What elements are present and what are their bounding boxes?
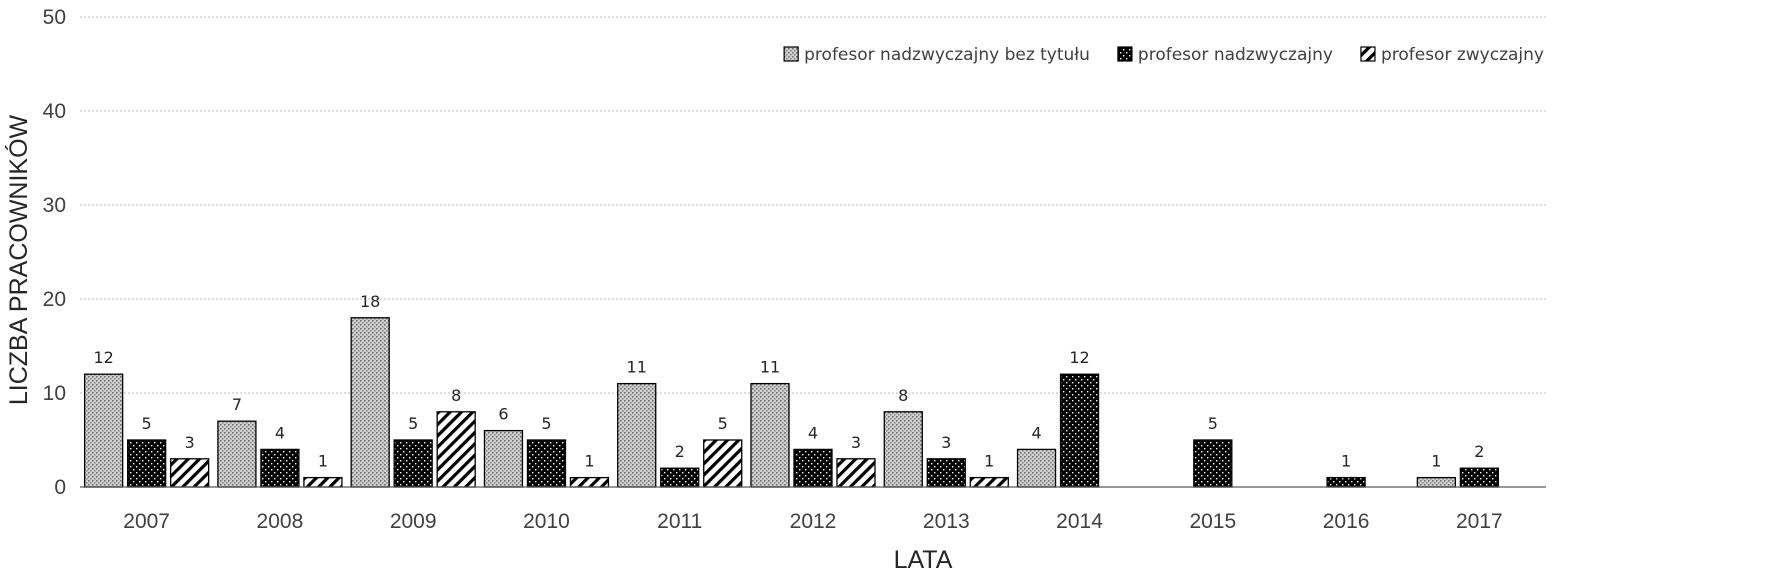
data-label: 8 <box>451 386 461 405</box>
legend-label: profesor zwyczajny <box>1381 45 1544 65</box>
data-label: 8 <box>898 386 908 405</box>
bar-2007-series-1 <box>83 373 124 488</box>
data-label: 4 <box>808 423 818 442</box>
bar-2013-series-3 <box>969 476 1009 488</box>
data-label: 5 <box>1208 414 1218 433</box>
data-label: 11 <box>760 358 780 377</box>
legend-swatch <box>783 46 799 62</box>
bar-2009-series-1 <box>350 317 390 488</box>
data-label: 11 <box>627 358 647 377</box>
x-tick-label: 2009 <box>390 510 437 533</box>
bar-2011-series-2 <box>660 467 700 488</box>
y-axis-title: LICZBA PRACOWNIKÓW <box>4 114 33 405</box>
x-tick-label: 2010 <box>523 510 570 533</box>
bar-2008-series-3 <box>303 476 343 488</box>
y-tick-label: 30 <box>43 194 66 217</box>
data-label: 12 <box>93 348 113 367</box>
y-tick-label: 10 <box>43 382 66 405</box>
bar-2008-series-1 <box>217 420 257 488</box>
y-tick-label: 50 <box>43 6 66 29</box>
x-tick-label: 2007 <box>123 510 170 533</box>
data-label: 3 <box>185 433 195 452</box>
data-label: 1 <box>984 452 994 471</box>
x-tick-label: 2015 <box>1189 510 1236 533</box>
data-label: 3 <box>941 433 951 452</box>
bar-2009-series-2 <box>393 439 433 488</box>
x-tick-label: 2012 <box>790 510 837 533</box>
bar-2017-series-2 <box>1459 467 1500 488</box>
bar-2014-series-1 <box>1016 448 1057 488</box>
legend-swatch <box>1360 46 1376 62</box>
legend-label: profesor nadzwyczajny <box>1138 45 1333 65</box>
data-label: 2 <box>675 442 685 461</box>
bar-2016-series-2 <box>1326 476 1366 488</box>
legend-item-2: profesor nadzwyczajny <box>1117 45 1333 65</box>
x-tick-label: 2013 <box>923 510 970 533</box>
data-label: 6 <box>498 405 508 424</box>
bar-2012-series-2 <box>793 448 833 488</box>
legend-item-1: profesor nadzwyczajny bez tytułu <box>783 45 1090 65</box>
data-label: 1 <box>1431 452 1441 471</box>
x-tick-label: 2017 <box>1456 510 1503 533</box>
data-label: 5 <box>718 414 728 433</box>
bar-2010-series-1 <box>483 429 524 488</box>
bar-2008-series-2 <box>260 448 300 488</box>
data-label: 7 <box>232 395 242 414</box>
data-label: 4 <box>275 423 285 442</box>
x-axis-title: LATA <box>894 546 953 574</box>
data-label: 5 <box>142 414 152 433</box>
bar-2007-series-3 <box>169 458 210 488</box>
y-tick-label: 0 <box>54 476 66 499</box>
y-tick-label: 20 <box>43 288 66 311</box>
bar-2010-series-2 <box>526 439 567 488</box>
bar-2015-series-2 <box>1193 439 1233 488</box>
data-label: 3 <box>851 433 861 452</box>
data-label: 4 <box>1031 423 1041 442</box>
data-label: 12 <box>1069 348 1089 367</box>
y-tick-label: 40 <box>43 100 66 123</box>
bar-2010-series-3 <box>569 476 610 488</box>
x-tick-label: 2008 <box>257 510 304 533</box>
data-label: 5 <box>541 414 551 433</box>
x-tick-label: 2011 <box>657 510 702 533</box>
bar-2012-series-3 <box>836 458 876 488</box>
legend-swatch <box>1117 46 1133 62</box>
x-tick-label: 2016 <box>1323 510 1370 533</box>
bar-2009-series-3 <box>436 411 476 488</box>
x-tick-label: 2014 <box>1056 510 1103 533</box>
data-label: 5 <box>408 414 418 433</box>
bar-2013-series-2 <box>926 458 966 488</box>
bar-2007-series-2 <box>126 439 167 488</box>
legend-item-3: profesor zwyczajny <box>1360 45 1544 65</box>
data-label: 1 <box>584 452 594 471</box>
bar-2014-series-2 <box>1059 373 1100 488</box>
data-label: 2 <box>1474 442 1484 461</box>
data-label: 1 <box>1341 452 1351 471</box>
data-label: 18 <box>360 292 380 311</box>
legend-label: profesor nadzwyczajny bez tytułu <box>804 45 1090 65</box>
bar-2011-series-3 <box>703 439 743 488</box>
bar-2013-series-1 <box>883 411 923 488</box>
bar-2017-series-1 <box>1416 476 1457 488</box>
data-label: 1 <box>318 452 328 471</box>
bar-2012-series-1 <box>750 382 790 488</box>
bar-2011-series-1 <box>617 382 657 488</box>
